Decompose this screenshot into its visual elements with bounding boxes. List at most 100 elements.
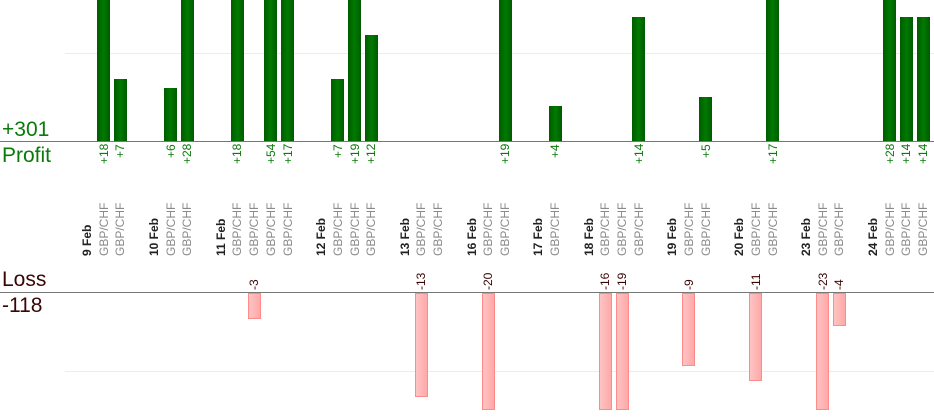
pair-label: GBP/CHF [498, 202, 512, 256]
loss-value-label: -11 [748, 273, 763, 290]
loss-bar [414, 293, 428, 398]
profit-value-label: +14 [631, 143, 646, 164]
pair-label: GBP/CHF [230, 202, 245, 256]
date-label: 10 Feb [146, 217, 161, 256]
profit-bar [632, 17, 646, 141]
pair-label: GBP/CHF [330, 202, 345, 256]
profit-value-label: +14 [899, 143, 914, 164]
pair-label: GBP/CHF [431, 202, 446, 256]
profit-value-label: +54 [263, 143, 278, 164]
loss-bar [749, 293, 763, 382]
pair-label: GBP/CHF [347, 202, 362, 256]
profit-bar [180, 0, 194, 141]
loss-value-label: -13 [414, 272, 429, 290]
loss-label: Loss [2, 268, 47, 291]
date-label: 20 Feb [732, 217, 747, 256]
profit-bar [113, 79, 127, 141]
pair-label: GBP/CHF [598, 202, 613, 256]
pair-label: GBP/CHF [882, 202, 897, 256]
loss-bar [682, 293, 696, 366]
profit-bar [348, 0, 362, 141]
profit-bar [281, 0, 295, 141]
loss-bar [832, 293, 846, 327]
profit-bar [230, 0, 244, 141]
pair-label: GBP/CHF [414, 202, 429, 256]
pair-label: GBP/CHF [832, 202, 847, 256]
loss-value-label: -9 [681, 279, 696, 290]
loss-bar [247, 293, 261, 319]
profit-bar [883, 0, 897, 141]
profit-bar [916, 17, 930, 141]
profit-value-label: +28 [882, 143, 897, 164]
profit-bar [331, 79, 345, 141]
date-label: 9 Feb [80, 224, 94, 256]
profit-value-label: +17 [765, 143, 780, 164]
loss-value-label: -16 [598, 272, 613, 290]
profit-baseline [0, 141, 934, 142]
pair-label: GBP/CHF [180, 202, 195, 256]
date-label: 13 Feb [397, 217, 412, 256]
pair-label: GBP/CHF [765, 202, 780, 256]
profit-value-label: +28 [180, 143, 195, 164]
profit-value-label: +18 [230, 143, 245, 164]
pair-label: GBP/CHF [615, 202, 630, 256]
pair-label: GBP/CHF [163, 202, 178, 256]
pair-label: GBP/CHF [698, 202, 713, 256]
date-label: 17 Feb [531, 217, 546, 256]
profit-value-label: +6 [163, 144, 178, 158]
profit-bar [264, 0, 278, 141]
loss-value-label: -19 [615, 272, 630, 290]
profit-value-label: +17 [280, 143, 295, 164]
date-label: 23 Feb [798, 217, 813, 256]
profit-value-label: +4 [548, 144, 563, 158]
profit-bar [164, 87, 178, 141]
profit-value-label: +18 [96, 143, 111, 164]
profit-bar [498, 0, 512, 141]
profit-value-label: +12 [364, 143, 379, 164]
date-label: 24 Feb [865, 217, 880, 256]
profit-bar [899, 17, 913, 141]
date-label: 11 Feb [213, 218, 228, 256]
profit-bar [97, 0, 111, 141]
profit-bar [699, 96, 713, 141]
pair-label: GBP/CHF [96, 202, 111, 256]
loss-value-label: -4 [832, 279, 847, 290]
profit-value-label: +19 [498, 143, 512, 164]
pair-label: GBP/CHF [263, 202, 278, 256]
pair-label: GBP/CHF [631, 202, 646, 256]
date-label: 16 Feb [464, 217, 479, 256]
loss-value-label: -3 [247, 279, 262, 290]
date-label: 12 Feb [314, 217, 329, 256]
pair-label: GBP/CHF [247, 202, 262, 256]
pair-label: GBP/CHF [113, 202, 128, 256]
loss-baseline [0, 292, 934, 293]
profit-value-label: +5 [698, 144, 713, 158]
loss-bar [481, 293, 495, 410]
pair-label: GBP/CHF [899, 202, 914, 256]
loss-total: -118 [2, 294, 43, 317]
profit-bar [548, 105, 562, 141]
loss-value-label: -23 [815, 272, 830, 290]
profit-value-label: +7 [113, 144, 128, 158]
profit-bar [364, 34, 378, 141]
loss-gridline [65, 371, 934, 372]
loss-value-label: -20 [481, 272, 496, 290]
pair-label: GBP/CHF [748, 202, 763, 256]
pair-label: GBP/CHF [681, 202, 696, 256]
pair-label: GBP/CHF [280, 202, 295, 256]
profit-bar [766, 0, 780, 141]
profit-value-label: +14 [916, 143, 930, 164]
loss-bar [598, 293, 612, 410]
pair-label: GBP/CHF [548, 202, 563, 256]
pair-label: GBP/CHF [916, 202, 930, 256]
profit-value-label: +7 [330, 144, 345, 158]
pair-label: GBP/CHF [364, 202, 379, 256]
profit-total: +301 [2, 118, 50, 141]
profit-label: Profit [2, 144, 52, 167]
loss-bar [615, 293, 629, 410]
date-label: 18 Feb [581, 217, 596, 256]
profit-value-label: +19 [347, 143, 362, 164]
loss-bar [816, 293, 830, 410]
pair-label: GBP/CHF [815, 202, 830, 256]
date-label: 19 Feb [665, 217, 680, 256]
